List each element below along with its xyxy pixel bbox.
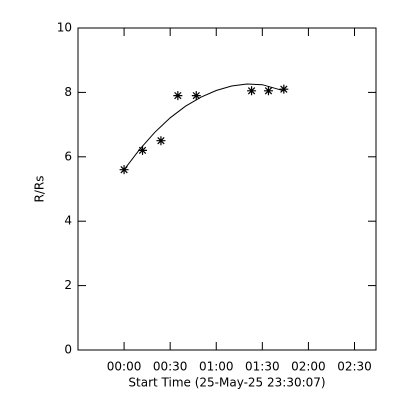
y-tick-label: 0 (64, 343, 72, 357)
asterisk-point (279, 84, 289, 94)
asterisk-point (191, 91, 201, 101)
x-tick-label: 01:30 (245, 360, 280, 374)
fit-curve (123, 83, 284, 171)
asterisk-point (173, 91, 183, 101)
x-tick-label: 02:30 (337, 360, 372, 374)
y-tick-label: 4 (64, 214, 72, 228)
x-tick-label: 00:30 (153, 360, 188, 374)
y-tick-label: 6 (64, 149, 72, 163)
y-tick-label: 2 (64, 278, 72, 292)
y-tick-label: 8 (64, 85, 72, 99)
y-axis-label: R/Rs (33, 176, 47, 203)
asterisk-point (156, 136, 166, 146)
plot-frame (77, 27, 377, 351)
x-tick-label: 01:00 (199, 360, 234, 374)
asterisk-point (263, 86, 273, 96)
asterisk-point (138, 145, 148, 155)
y-tick-label: 10 (57, 21, 72, 35)
asterisk-point (119, 165, 129, 175)
x-axis-label: Start Time (25-May-25 23:30:07) (128, 376, 325, 390)
x-tick-label: 02:00 (291, 360, 326, 374)
x-tick-label: 00:00 (107, 360, 142, 374)
asterisk-point (247, 86, 257, 96)
